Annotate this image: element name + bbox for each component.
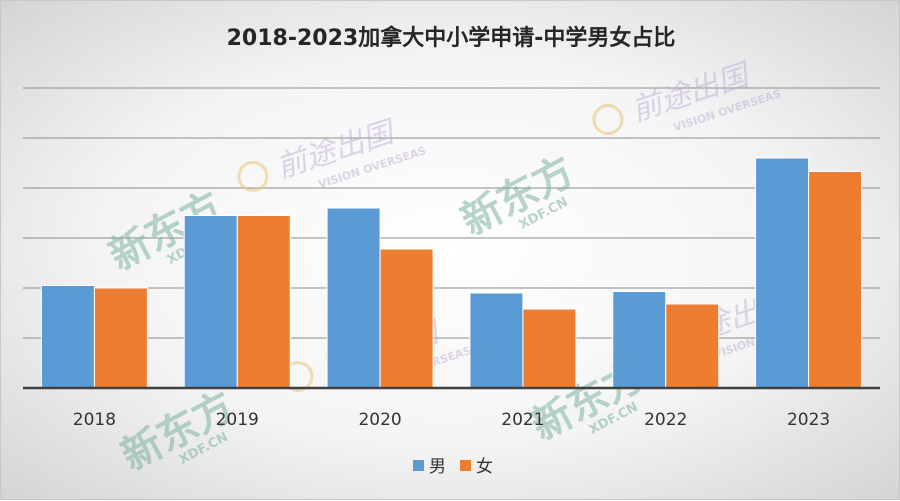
bar-2019-male [183,215,238,389]
vision-logo-icon [592,103,624,135]
legend-swatch-male [413,460,424,471]
bar-2021-male [469,292,524,389]
legend-label-female: 女 [476,457,493,477]
chart-title: 2018-2023加拿大中小学申请-中学男女占比 [227,25,676,51]
bar-2023-female [808,171,863,389]
bar-2022-male [612,291,667,389]
bar-2023-male [755,157,810,389]
x-tick-labels: 2018 2019 2020 2021 2022 2023 [73,410,830,430]
x-tick-label: 2018 [73,410,116,430]
x-tick-label: 2022 [644,410,687,430]
bar-2020-male [326,207,381,389]
vision-logo-icon [237,160,269,192]
bars [40,157,863,389]
bar-2022-female [665,303,720,389]
bar-2018-male [40,285,95,389]
bar-2021-female [522,308,577,389]
bar-2019-female [236,215,291,389]
legend-swatch-female [460,460,471,471]
x-tick-label: 2020 [358,410,401,430]
x-tick-label: 2021 [501,410,544,430]
bar-2018-female [93,287,148,389]
legend: 男女 [413,457,493,477]
bar-2020-female [379,248,434,389]
legend-label-male: 男 [429,457,446,477]
x-tick-label: 2023 [787,410,830,430]
x-tick-label: 2019 [216,410,259,430]
gridlines [23,87,880,339]
